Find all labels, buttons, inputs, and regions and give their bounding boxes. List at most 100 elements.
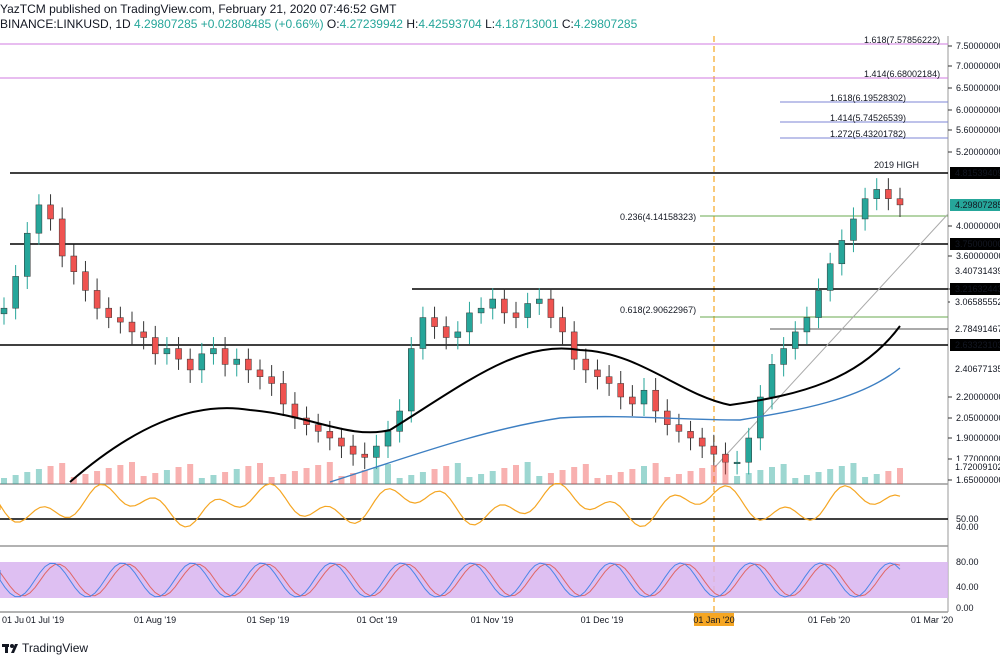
candle-body [803,317,811,333]
price-label-box [950,296,1000,308]
volume-bar [187,464,194,484]
price-axis-label: 5.60000000 [956,125,1000,135]
candle-body [826,263,834,291]
tradingview-logo[interactable]: TradingView [2,641,88,655]
price-axis-label: 4.00000000 [956,221,1000,231]
price-label-box [950,283,1000,295]
candle-body [815,290,822,318]
volume-bar [489,471,496,484]
volume-bar [315,465,322,484]
fib-extension-label: 1.618(6.19528302) [830,93,906,103]
price-label-box [950,238,1000,250]
candle-body [501,298,508,314]
candle-body [594,369,601,377]
candle-body [454,331,462,338]
price-label: 3.75000000 [955,239,1000,249]
candle-body [245,358,252,371]
volume-bar [803,475,810,484]
volume-bar [838,466,845,484]
date-axis-highlight [694,613,734,626]
candle-body [687,431,694,439]
candle-body [408,348,415,412]
candle-body [466,312,473,333]
candle-body [629,396,636,405]
volume-bar [35,469,42,484]
candle-body [221,348,229,365]
candle-body [233,358,240,365]
volume-bar [454,463,461,484]
price-label: 2.78491467 [955,324,1000,334]
volume-bar [513,465,519,484]
candle-body [524,303,531,318]
volume-bar [850,463,857,484]
candle-body [0,307,8,315]
candle-body [477,307,485,314]
volume-bar [885,471,892,484]
price-axis-label: 5.20000000 [956,147,1000,157]
price-change: +0.02808485 (+0.66%) [200,17,324,31]
candle-body [198,353,206,371]
price-axis-label: 2.05000000 [956,413,1000,423]
volume-bar [606,475,613,484]
price-label: 1.72009102 [955,462,1000,472]
volume-bar [722,462,729,484]
volume-bar [385,464,391,484]
volume-bar [94,471,101,484]
high-value: 4.42593704 [418,17,482,31]
price-axis-label: 6.50000000 [956,83,1000,93]
candle-body [431,317,438,327]
candle-body [536,298,543,304]
candle-body [710,445,718,455]
price-axis-label: 7.50000000 [956,41,1000,51]
price-label: 3.06585552 [955,297,1000,307]
fib-retracement-label: 0.618(2.90622967) [620,305,696,315]
open-value: 4.27239942 [339,17,403,31]
candle-body [640,389,648,405]
volume-bar [222,472,229,484]
candle-body [35,204,43,234]
volume-bar [257,463,263,484]
candle-body [314,424,322,432]
stoch-axis-label: 40.00 [956,582,979,592]
candle-body [291,403,299,419]
price-label-box [950,167,1000,179]
volume-bar [291,471,298,484]
volume-bar [326,462,333,484]
volume-bar [734,476,741,484]
price-label: 3.21632443 [955,284,1000,294]
fib-extension-label: 1.272(5.43201782) [830,129,906,139]
price-axis-label: 6.00000000 [956,105,1000,115]
price-label: 3.40731439 [955,266,1000,276]
volume-bar [582,464,589,484]
publish-info: YazTCM published on TradingView.com, Feb… [0,2,397,16]
volume-bar [175,467,182,484]
candle-body [896,198,904,206]
price-axis-label: 1.90000000 [956,433,1000,443]
volume-bar [710,465,717,484]
low-value: 4.18713001 [495,17,559,31]
candle-body [152,337,159,355]
volume-bar [524,462,531,484]
candle-body [12,276,19,309]
candle-body [850,218,857,241]
candle-body [617,383,624,398]
volume-bar [629,469,636,484]
candle-body [326,431,334,439]
volume-bar [350,473,357,484]
candle-body [733,461,741,464]
volume-bar [1,478,7,484]
volume-bar [862,477,869,484]
candle-body [384,431,392,447]
volume-bar [594,478,601,484]
volume-bar [780,464,787,484]
volume-bar [408,475,415,484]
candle-body [768,364,776,398]
price-label: 4.29807285 [955,200,1000,210]
volume-bar [757,470,764,484]
candle-body [163,348,171,355]
volume-bar [117,465,124,484]
tradingview-logo-text: TradingView [22,641,89,655]
tradingview-icon [2,644,18,653]
candle-body [280,383,287,405]
